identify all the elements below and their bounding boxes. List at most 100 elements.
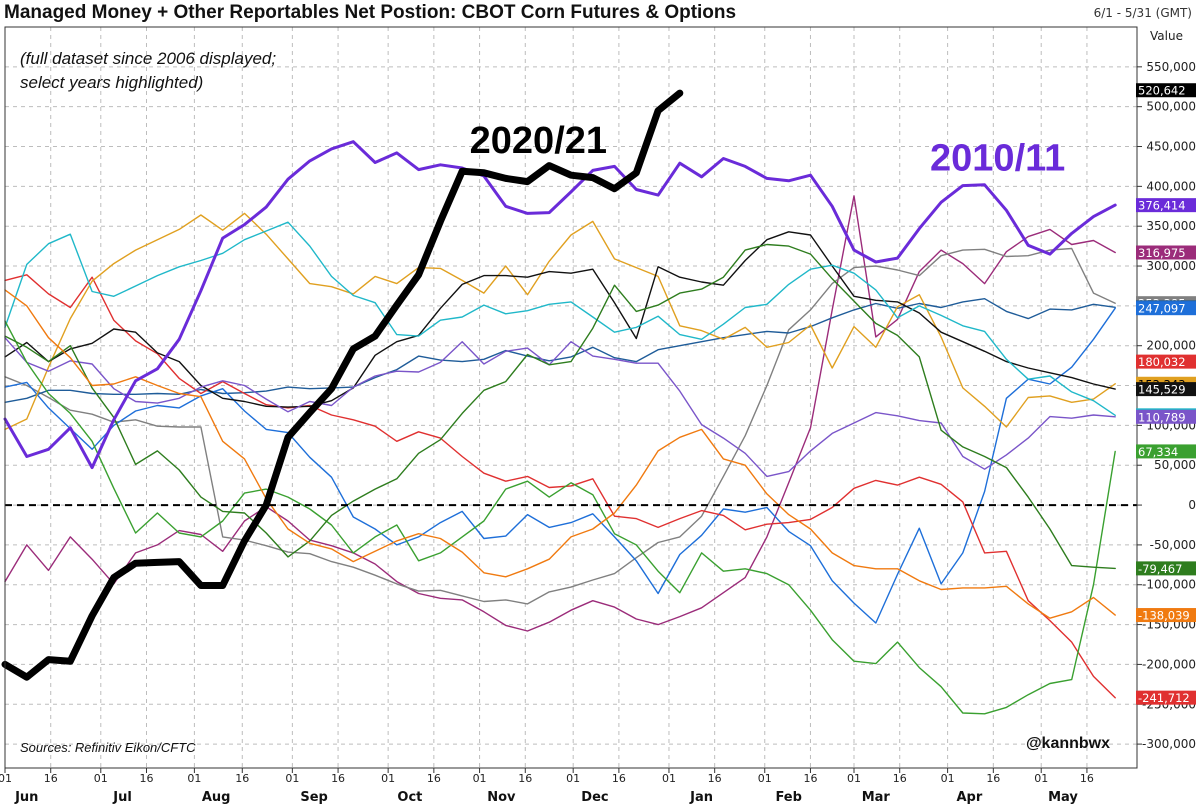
series-line [4, 274, 1116, 699]
y-tick-label: 500,000 [1146, 100, 1196, 114]
series-line [4, 298, 1116, 403]
series-line [4, 320, 1116, 715]
value-badge-label: -79,467 [1138, 562, 1182, 576]
x-tick-label: 01 [381, 772, 395, 785]
value-badge [1136, 245, 1196, 260]
x-tick-label: 16 [986, 772, 1000, 785]
series-label-2020-21: 2020/21 [470, 120, 607, 162]
x-tick-label: 16 [427, 772, 441, 785]
value-badge-label: 67,334 [1138, 445, 1178, 459]
series-line [4, 243, 1116, 570]
source-note: Sources: Refinitiv Eikon/CFTC [20, 740, 196, 755]
series-line [4, 289, 1116, 619]
date-range: 6/1 - 5/31 (GMT) [1093, 6, 1192, 20]
value-badge-label: 316,975 [1138, 246, 1186, 260]
series-line [4, 212, 1116, 431]
value-badge-label: 145,529 [1138, 383, 1186, 397]
x-tick-label: 01 [1034, 772, 1048, 785]
x-tick-label: 16 [140, 772, 154, 785]
value-badge [1136, 409, 1196, 424]
series-line [4, 195, 1116, 632]
x-tick-label: 01 [473, 772, 487, 785]
x-month-label: Feb [775, 790, 801, 805]
note-line-2: select years highlighted) [20, 73, 203, 92]
value-badge [1136, 198, 1196, 213]
x-tick-label: 01 [847, 772, 861, 785]
grid [4, 27, 1137, 768]
x-tick-label: 16 [612, 772, 626, 785]
value-badge-label: 520,642 [1138, 84, 1186, 98]
series-line [4, 337, 1116, 478]
y-axis-title: Value [1150, 29, 1183, 43]
x-tick-label: 01 [941, 772, 955, 785]
series-label-2010-11: 2010/11 [930, 137, 1065, 179]
x-month-label: Sep [300, 790, 328, 805]
series-line [4, 307, 1116, 624]
series-line [4, 247, 1116, 605]
y-tick-label: 350,000 [1146, 219, 1196, 233]
x-tick-label: 16 [803, 772, 817, 785]
x-tick-label: 16 [331, 772, 345, 785]
x-tick-label: 16 [235, 772, 249, 785]
value-badge [1136, 301, 1196, 316]
series-line [3, 140, 1117, 470]
series-layer [1, 89, 1117, 715]
x-month-label: Jun [14, 790, 38, 805]
series-line [1, 89, 684, 681]
value-badge-label: 180,032 [1138, 355, 1186, 369]
author-handle: @kannbwx [1026, 735, 1110, 752]
x-month-label: Jan [689, 790, 713, 805]
x-tick-label: 16 [44, 772, 58, 785]
series-line [4, 221, 1116, 416]
x-tick-label: 16 [708, 772, 722, 785]
y-tick-label: 550,000 [1146, 60, 1196, 74]
x-month-label: Jul [112, 790, 132, 805]
x-tick-label: 01 [285, 772, 299, 785]
y-tick-label: -300,000 [1142, 737, 1196, 751]
x-tick-label: 16 [1080, 772, 1094, 785]
note-line-1: (full dataset since 2006 displayed; [20, 49, 276, 68]
x-tick-label: 01 [662, 772, 676, 785]
value-badge [1136, 690, 1196, 705]
x-tick-label: 01 [94, 772, 108, 785]
value-badges: 520,642376,414316,975253,385248,158247,0… [1136, 83, 1196, 705]
series-line [4, 231, 1116, 408]
value-badge [1136, 354, 1196, 369]
x-month-label: Apr [956, 790, 982, 805]
x-month-label: Aug [202, 790, 231, 805]
x-month-label: Nov [487, 790, 516, 805]
value-badge [1136, 561, 1196, 576]
value-badge [1136, 382, 1196, 397]
x-tick-label: 01 [187, 772, 201, 785]
y-tick-label: 450,000 [1146, 140, 1196, 154]
y-axis: 550,000 500,000 450,000 400,000 350,000 300,0… [1137, 60, 1196, 751]
value-badge-label: 376,414 [1138, 199, 1186, 213]
x-month-label: Dec [581, 790, 608, 805]
y-tick-label: -200,000 [1142, 657, 1196, 671]
y-tick-label: 50,000 [1154, 458, 1196, 472]
value-badge-label: 110,789 [1138, 410, 1186, 424]
x-tick-label: 16 [518, 772, 532, 785]
y-tick-label: 0 [1188, 498, 1196, 512]
x-month-label: Oct [397, 790, 422, 805]
value-badge-label: -138,039 [1138, 609, 1190, 623]
plot-frame [4, 26, 1138, 769]
y-tick-label: 400,000 [1146, 179, 1196, 193]
value-badge [1136, 444, 1196, 459]
y-tick-label: 200,000 [1146, 339, 1196, 353]
value-badge [1136, 83, 1196, 98]
y-tick-label: 300,000 [1146, 259, 1196, 273]
x-axis: 01 16 01 16 01 16 01 16 01 16 01 16 01 16 01 16 01 16 01 16… [0, 768, 1094, 805]
x-month-label: May [1048, 790, 1078, 805]
chart-title: Managed Money + Other Reportables Net Po… [4, 2, 737, 23]
x-tick-label: 01 [758, 772, 772, 785]
x-tick-label: 01 [0, 772, 12, 785]
x-month-label: Mar [862, 790, 891, 805]
value-badge [1136, 608, 1196, 623]
y-tick-label: -100,000 [1142, 578, 1196, 592]
x-tick-label: 16 [893, 772, 907, 785]
value-badge-label: -241,712 [1138, 691, 1190, 705]
x-tick-label: 01 [566, 772, 580, 785]
y-tick-label: -50,000 [1150, 538, 1196, 552]
